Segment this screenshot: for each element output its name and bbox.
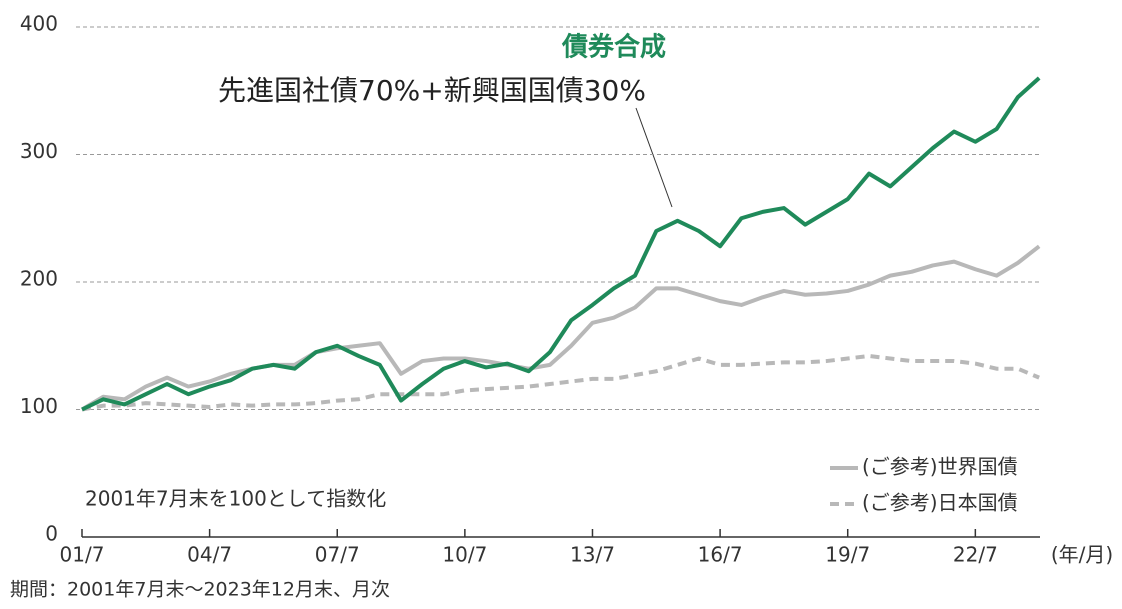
y-tick-label: 0 <box>45 522 58 546</box>
y-tick-label: 200 <box>20 267 58 291</box>
series-line <box>81 76 1041 412</box>
footer: 期間：2001年7月末～2023年12月末、月次 <box>10 579 390 601</box>
annotation: 先進国社債70%+新興国国債30% <box>218 74 646 107</box>
y-tick-label: 400 <box>20 12 58 36</box>
x-tick-label: 13/7 <box>570 543 615 567</box>
green-series-label: 債券合成 <box>561 32 666 63</box>
x-tick-label: 07/7 <box>315 543 360 567</box>
legend-label: (ご参考)世界国債 <box>862 455 1018 479</box>
x-tick-label: 22/7 <box>953 543 998 567</box>
x-tick-label: 10/7 <box>442 543 487 567</box>
series-line <box>80 244 1041 412</box>
series-line <box>81 353 1040 412</box>
legend-label: (ご参考)日本国債 <box>862 491 1018 515</box>
annotation-leader <box>635 107 673 208</box>
x-tick-label: 01/7 <box>60 543 105 567</box>
x-unit: (年/月) <box>1051 543 1113 567</box>
note: 2001年7月末を100として指数化 <box>85 487 386 511</box>
x-tick-label: 19/7 <box>825 543 870 567</box>
x-tick-label: 04/7 <box>187 543 232 567</box>
x-tick-label: 16/7 <box>698 543 743 567</box>
y-tick-label: 300 <box>20 139 58 163</box>
y-tick-label: 100 <box>20 394 58 418</box>
